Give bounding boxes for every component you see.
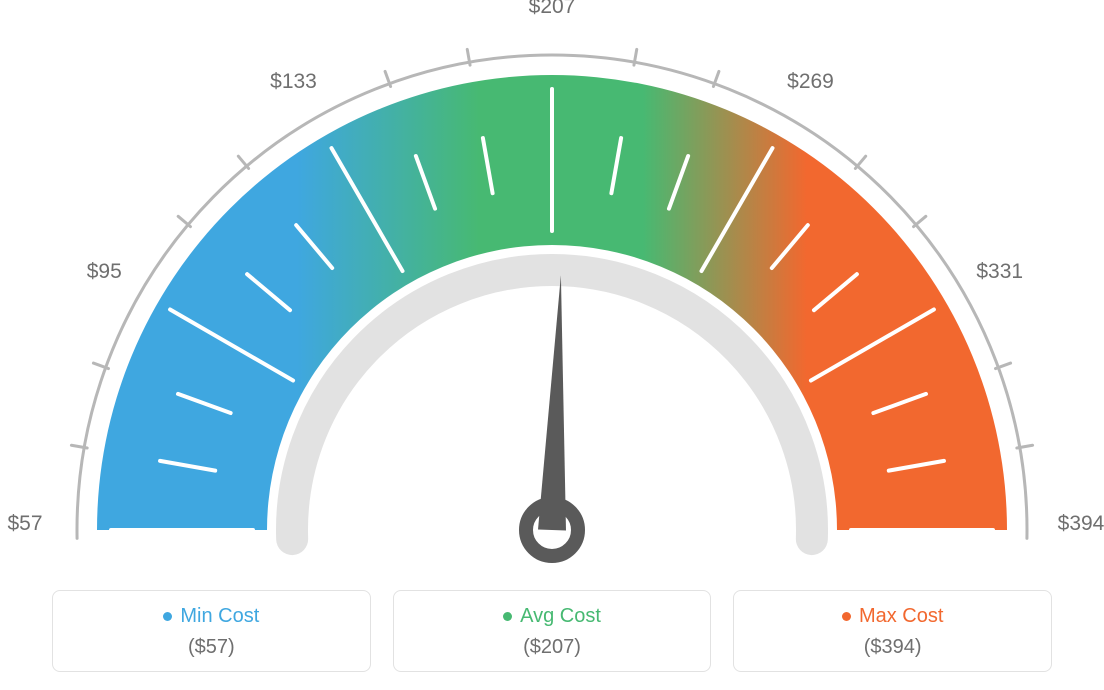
gauge-tick-label: $207 <box>529 0 576 19</box>
gauge-tick-label: $133 <box>270 70 317 94</box>
legend-max-value: ($394) <box>744 636 1041 659</box>
legend: Min Cost ($57) Avg Cost ($207) Max Cost … <box>52 590 1052 672</box>
legend-max-label: Max Cost <box>859 605 943 628</box>
gauge-tick-label: $57 <box>7 512 42 536</box>
dot-icon <box>503 612 512 621</box>
gauge-tick-label: $269 <box>787 70 834 94</box>
legend-min-label: Min Cost <box>180 605 259 628</box>
dot-icon <box>842 612 851 621</box>
gauge-tick-label: $331 <box>976 260 1023 284</box>
cost-gauge: $57$95$133$207$269$331$394 <box>52 10 1052 570</box>
dot-icon <box>163 612 172 621</box>
legend-card-avg: Avg Cost ($207) <box>393 590 712 672</box>
gauge-tick-label: $394 <box>1058 512 1104 536</box>
legend-avg-label: Avg Cost <box>520 605 601 628</box>
gauge-tick-label: $95 <box>87 260 122 284</box>
legend-avg-value: ($207) <box>404 636 701 659</box>
legend-card-min: Min Cost ($57) <box>52 590 371 672</box>
legend-min-value: ($57) <box>63 636 360 659</box>
legend-card-max: Max Cost ($394) <box>733 590 1052 672</box>
